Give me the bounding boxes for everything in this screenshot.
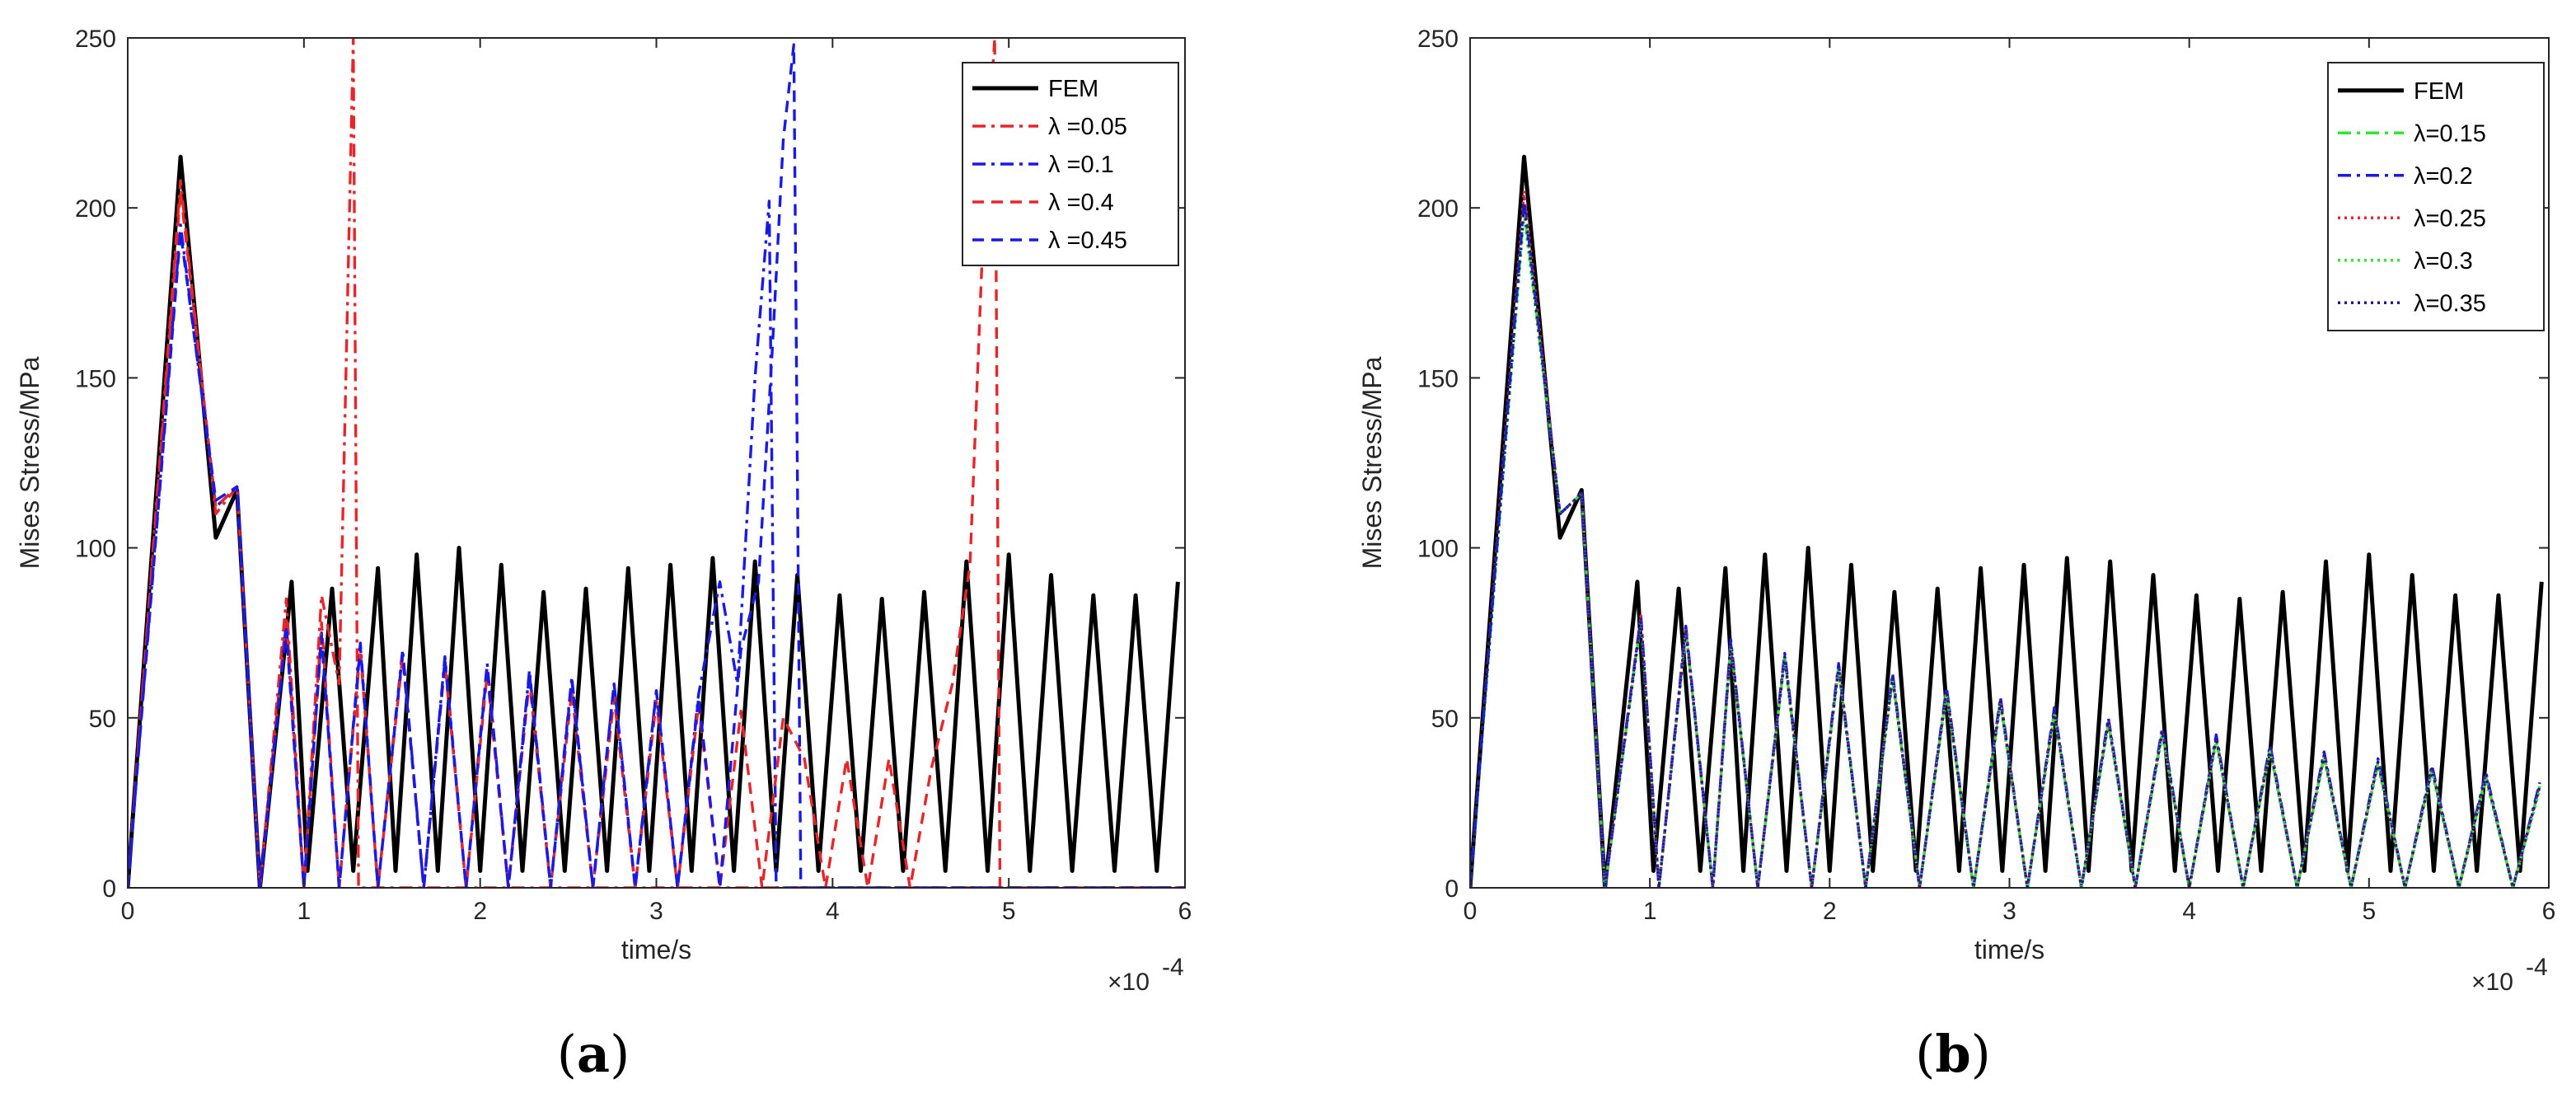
y-tick-label: 200 <box>75 195 116 223</box>
panel-caption: (b) <box>1915 1024 1991 1084</box>
series-group <box>128 38 1185 888</box>
legend-entry-label: λ =0.45 <box>1048 228 1127 254</box>
y-tick-label: 50 <box>1431 706 1459 733</box>
x-exponent-label: ×10 <box>1108 969 1150 996</box>
caption-close-paren: ) <box>1971 1024 1991 1084</box>
y-tick-label: 0 <box>102 875 116 903</box>
legend-entry-label: λ=0.2 <box>2414 163 2473 190</box>
x-tick-label: 5 <box>1002 898 1016 925</box>
legend-entry-label: λ=0.35 <box>2414 290 2486 317</box>
x-tick-label: 5 <box>2362 898 2376 925</box>
x-tick-label: 1 <box>297 898 311 925</box>
y-tick-label: 250 <box>75 26 116 53</box>
x-axis-label: time/s <box>621 935 691 964</box>
x-tick-label: 2 <box>1823 898 1837 925</box>
legend-entry-label: λ =0.05 <box>1048 114 1127 140</box>
series-line-lambda-1 <box>128 38 1185 888</box>
legend-entry-label: λ =0.4 <box>1048 190 1114 216</box>
x-exponent-power: -4 <box>2526 954 2548 981</box>
x-tick-label: 6 <box>2542 898 2556 925</box>
y-tick-label: 150 <box>1417 365 1459 392</box>
chart-panel-a: 0 1 2 3 4 5 6 0 50 100 150 200 250 time/s Mises Stress… <box>15 26 1192 1084</box>
legend-entry-label: λ=0.3 <box>2414 248 2473 274</box>
x-axis-label: time/s <box>1974 935 2044 964</box>
series-line-fem <box>1470 154 2544 888</box>
y-tick-label: 150 <box>75 365 116 392</box>
series-line-lambda-2 <box>128 199 1185 888</box>
legend-box <box>2327 62 2545 331</box>
y-axis-label: Mises Stress/MPa <box>15 356 44 569</box>
legend-entry-label: λ=0.25 <box>2414 205 2486 232</box>
y-tick-label: 200 <box>1417 195 1459 223</box>
panel-caption: (a) <box>557 1024 630 1084</box>
series-line-lambda-4 <box>128 43 1185 888</box>
legend-box <box>962 62 1179 266</box>
y-tick-label: 250 <box>1417 26 1459 53</box>
x-tick-label: 4 <box>2182 898 2196 925</box>
legend-entry-label: λ =0.1 <box>1048 152 1114 178</box>
series-group <box>1470 154 2544 888</box>
legend-entry-label: FEM <box>2414 78 2464 105</box>
legend: FEM λ =0.05 λ =0.1 λ =0.4 λ =0.45 <box>962 62 1179 266</box>
x-tick-label: 2 <box>473 898 487 925</box>
x-tick-label: 4 <box>826 898 840 925</box>
caption-close-paren: ) <box>610 1024 630 1084</box>
legend-entry-label: FEM <box>1048 76 1098 102</box>
caption-open-paren: ( <box>557 1024 577 1084</box>
y-axis-label: Mises Stress/MPa <box>1357 356 1387 569</box>
x-tick-label: 3 <box>649 898 663 925</box>
x-tick-label: 0 <box>1464 898 1478 925</box>
x-exponent-label: ×10 <box>2471 969 2513 996</box>
x-tick-label: 3 <box>2002 898 2016 925</box>
legend: FEM λ=0.15 λ=0.2 λ=0.25 λ=0.3 λ=0.35 <box>2327 62 2545 331</box>
x-tick-label: 6 <box>1178 898 1192 925</box>
caption-letter: a <box>577 1024 610 1084</box>
y-tick-label: 0 <box>1445 875 1459 903</box>
x-tick-label: 1 <box>1643 898 1657 925</box>
caption-letter: b <box>1935 1024 1970 1084</box>
x-exponent-power: -4 <box>1162 954 1184 981</box>
x-tick-label: 0 <box>121 898 135 925</box>
legend-entry-label: λ=0.15 <box>2414 120 2486 147</box>
y-tick-label: 100 <box>1417 536 1459 563</box>
series-line-lambda-5 <box>1470 203 2541 888</box>
caption-open-paren: ( <box>1915 1024 1935 1084</box>
series-line-fem <box>128 154 1180 888</box>
y-tick-label: 100 <box>75 536 116 563</box>
y-tick-label: 50 <box>89 706 116 733</box>
chart-panel-b: 0 1 2 3 4 5 6 0 50 100 150 200 250 time/s Mises Stress… <box>1357 26 2555 1084</box>
series-line-lambda-3 <box>128 38 1185 888</box>
